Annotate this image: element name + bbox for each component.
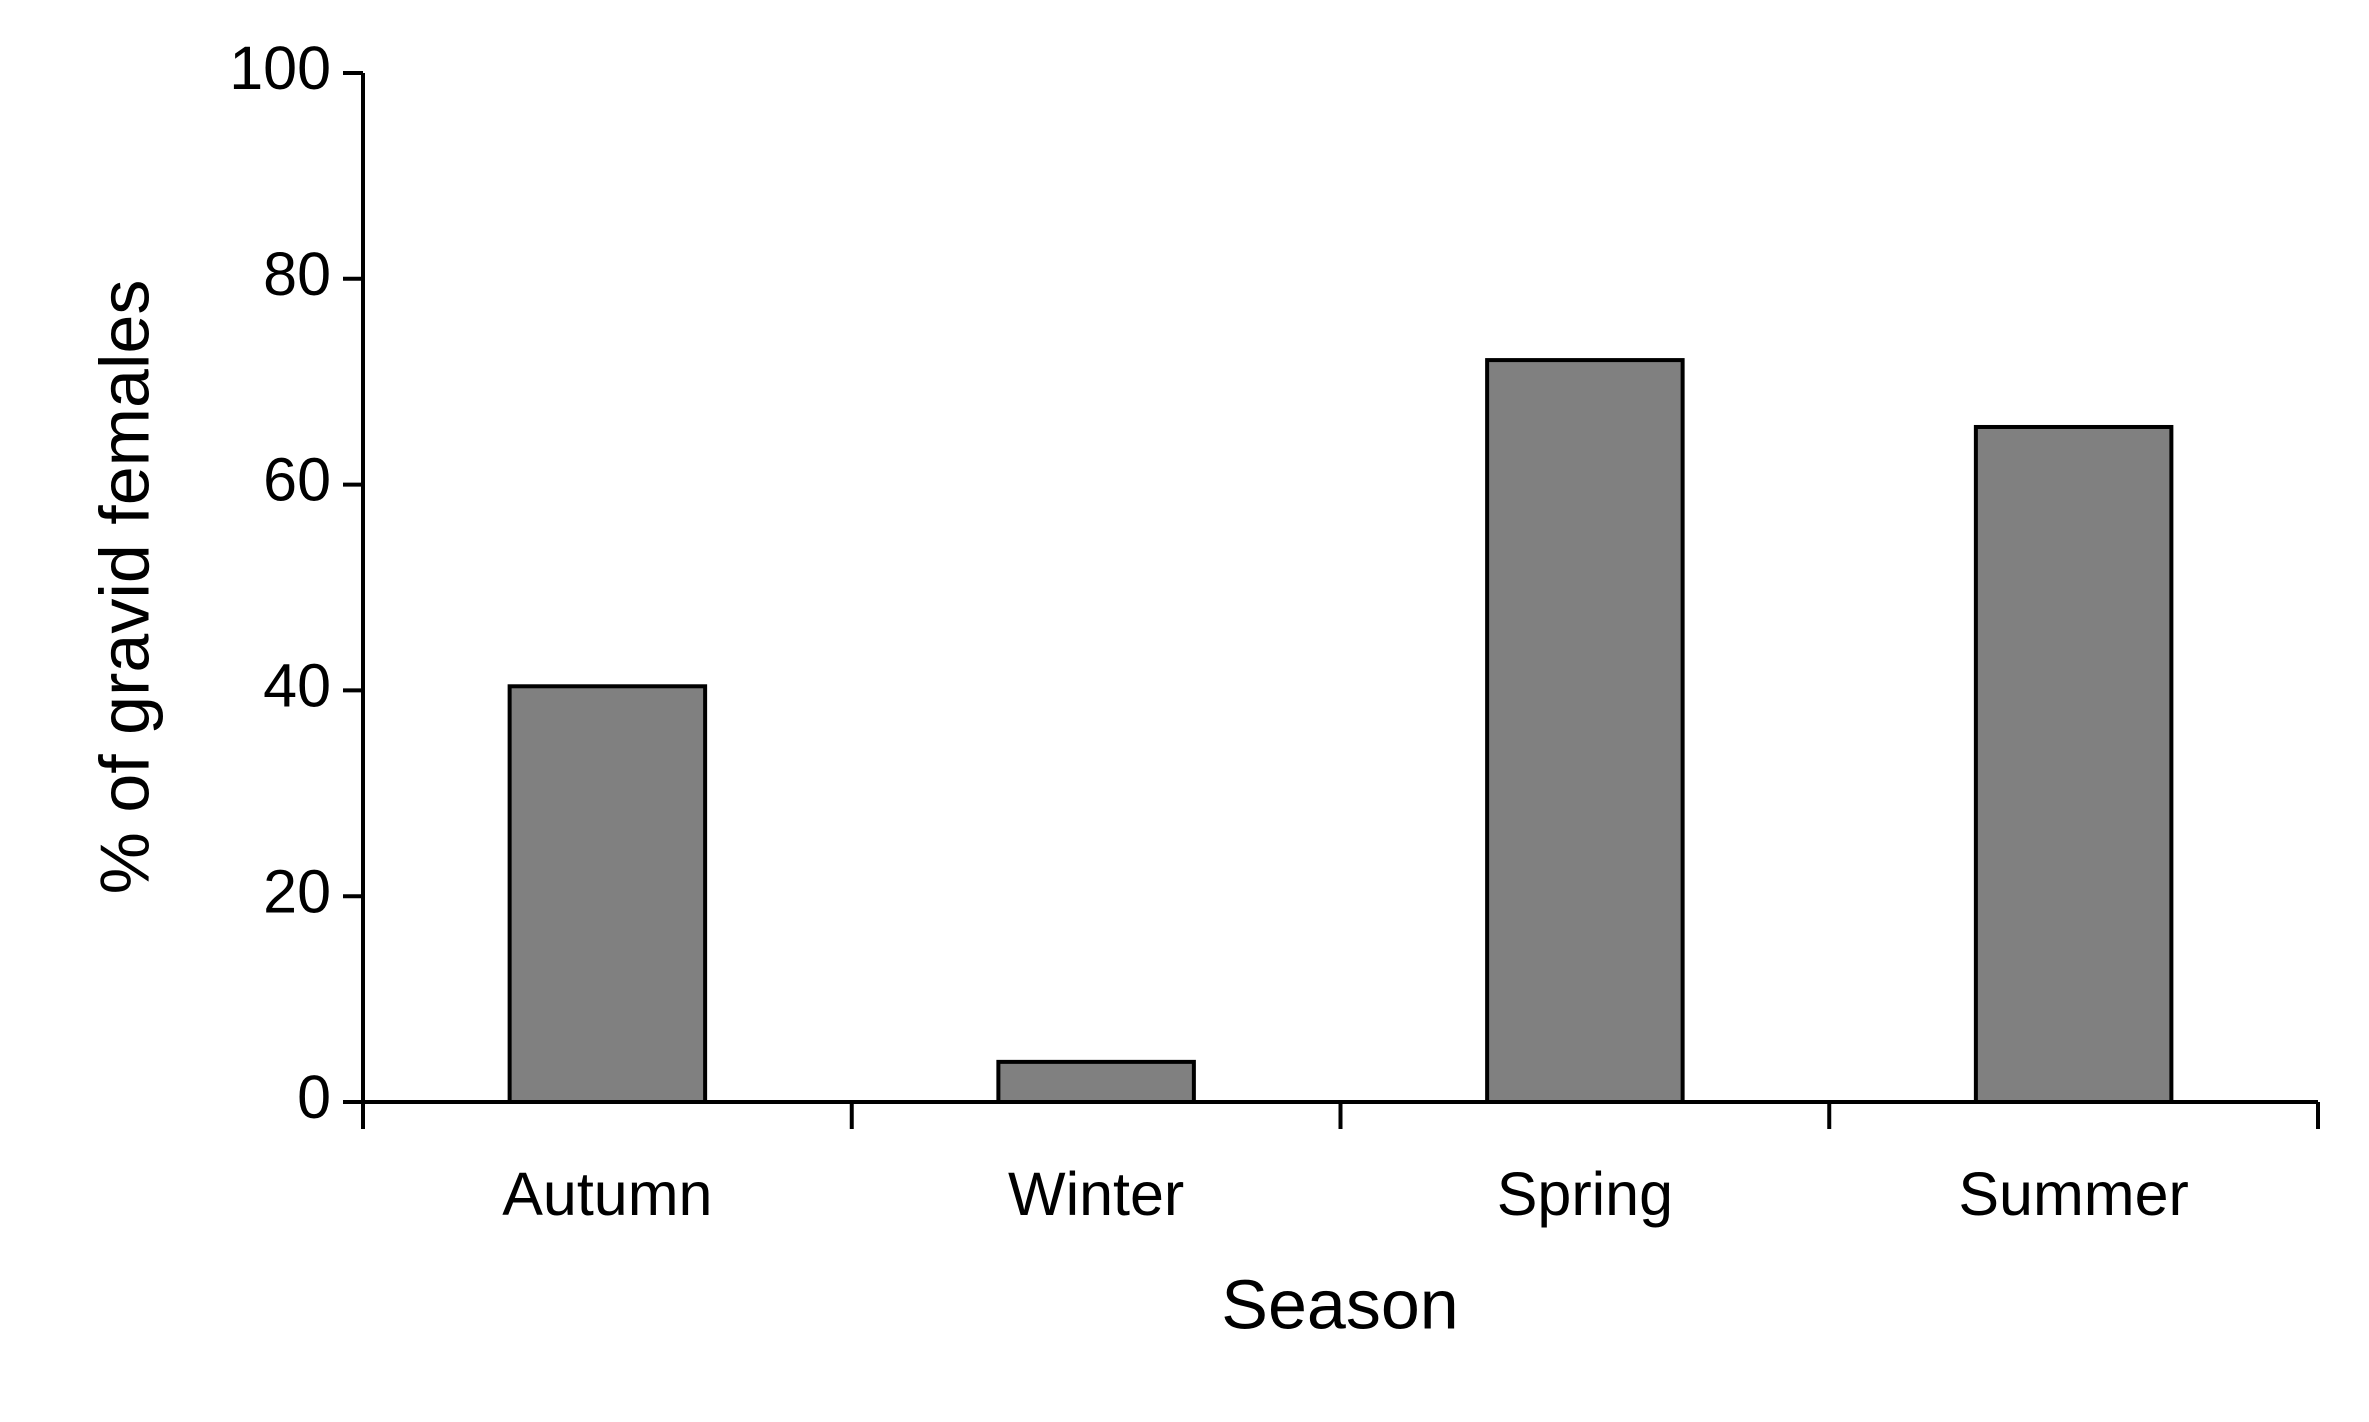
y-tick-label: 60 xyxy=(263,446,331,514)
bar xyxy=(1485,358,1685,1104)
y-tick-label: 40 xyxy=(263,652,331,720)
x-tick-label: Autumn xyxy=(502,1160,712,1228)
y-tick-label: 100 xyxy=(229,34,331,102)
x-axis-title: Season xyxy=(1221,1265,1458,1343)
x-tick-label: Winter xyxy=(1008,1160,1184,1228)
y-tick-label: 20 xyxy=(263,857,331,925)
y-tick-label: 0 xyxy=(297,1063,331,1131)
bar xyxy=(1973,424,2174,1104)
bar xyxy=(507,684,708,1104)
y-tick-label: 80 xyxy=(263,240,331,308)
bar xyxy=(996,1059,1196,1105)
y-axis-title: % of gravid females xyxy=(85,280,163,895)
x-tick-label: Summer xyxy=(1958,1160,2188,1228)
x-tick-label: Spring xyxy=(1497,1160,1673,1228)
